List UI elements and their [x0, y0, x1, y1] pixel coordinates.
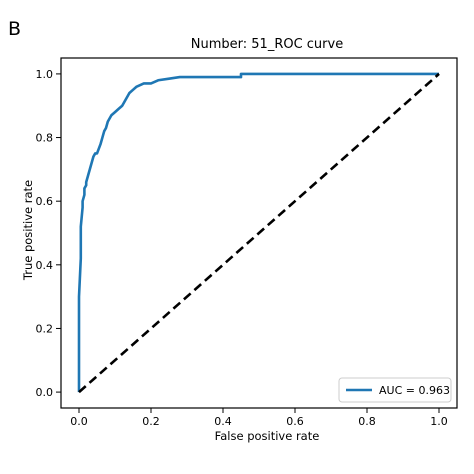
chart-title: Number: 51_ROC curve	[190, 37, 344, 52]
y-tick-label: 0.6	[36, 195, 54, 208]
axes-frame	[60, 57, 458, 409]
y-tick-label: 1.0	[36, 68, 54, 81]
x-tick-label: 0.4	[214, 415, 232, 428]
roc-curve-line	[77, 72, 439, 393]
x-tick-label: 1.0	[430, 415, 448, 428]
legend-box	[338, 377, 452, 403]
x-tick-label: 0.2	[142, 415, 160, 428]
y-tick-label: 0.2	[36, 322, 54, 335]
legend-label: AUC = 0.963	[379, 384, 450, 397]
y-tick-label: 0.0	[36, 386, 54, 399]
chance-diagonal-line	[78, 72, 440, 394]
y-tick-label: 0.8	[36, 132, 54, 145]
x-tick-label: 0.0	[70, 415, 88, 428]
panel-letter: B	[8, 18, 22, 40]
y-tick-label: 0.4	[36, 259, 54, 272]
x-axis-label: False positive rate	[214, 429, 320, 443]
x-tick-label: 0.8	[358, 415, 376, 428]
x-tick-label: 0.6	[286, 415, 304, 428]
